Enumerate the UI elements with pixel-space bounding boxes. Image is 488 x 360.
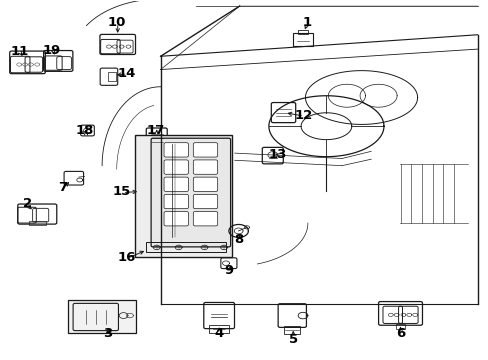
Text: 16: 16 xyxy=(117,251,135,264)
FancyBboxPatch shape xyxy=(163,143,188,157)
FancyBboxPatch shape xyxy=(163,212,188,226)
Bar xyxy=(209,325,228,333)
FancyBboxPatch shape xyxy=(163,194,188,209)
Text: 13: 13 xyxy=(268,148,286,161)
Text: 3: 3 xyxy=(103,327,112,340)
Bar xyxy=(297,31,308,34)
FancyBboxPatch shape xyxy=(193,212,217,226)
FancyBboxPatch shape xyxy=(193,160,217,174)
Text: 2: 2 xyxy=(23,197,32,210)
Text: 8: 8 xyxy=(234,233,243,246)
Text: 11: 11 xyxy=(10,45,28,58)
FancyBboxPatch shape xyxy=(193,194,217,209)
Bar xyxy=(108,72,115,81)
Text: 18: 18 xyxy=(75,124,94,137)
Text: 17: 17 xyxy=(146,124,164,137)
Text: 7: 7 xyxy=(59,181,67,194)
Text: 19: 19 xyxy=(42,44,61,57)
Text: 1: 1 xyxy=(302,17,311,30)
Bar xyxy=(145,242,226,252)
Bar xyxy=(284,326,300,334)
Text: 4: 4 xyxy=(214,327,224,340)
Bar xyxy=(135,135,232,257)
Text: 6: 6 xyxy=(395,327,405,340)
FancyBboxPatch shape xyxy=(151,138,230,247)
Bar xyxy=(395,324,405,329)
FancyBboxPatch shape xyxy=(163,160,188,174)
Bar xyxy=(292,33,313,46)
Text: 14: 14 xyxy=(117,67,135,80)
Text: 15: 15 xyxy=(112,185,130,198)
Text: 12: 12 xyxy=(294,109,312,122)
Text: 9: 9 xyxy=(224,264,233,277)
FancyBboxPatch shape xyxy=(193,143,217,157)
Text: 5: 5 xyxy=(288,333,297,346)
FancyBboxPatch shape xyxy=(193,177,217,192)
Text: 10: 10 xyxy=(107,16,126,29)
Bar xyxy=(68,301,136,333)
FancyBboxPatch shape xyxy=(163,177,188,192)
Bar xyxy=(29,221,46,225)
